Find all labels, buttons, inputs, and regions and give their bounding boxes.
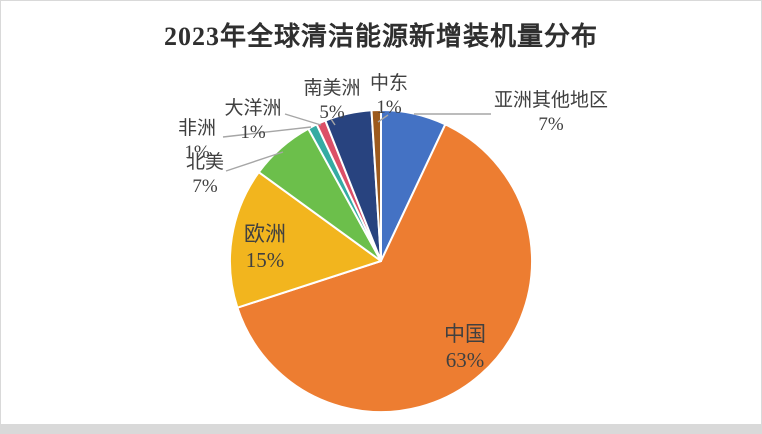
leader-line-north-america xyxy=(225,151,284,172)
bottom-border-bar xyxy=(1,424,761,433)
pie-slice-middle-east xyxy=(370,109,382,262)
leader-line-oceania xyxy=(284,113,322,126)
leader-line-middle-east xyxy=(377,114,389,123)
pie-slice-europe xyxy=(229,171,382,309)
chart-title: 2023年全球清洁能源新增装机量分布 xyxy=(163,22,598,51)
leader-line-south-america xyxy=(330,118,336,126)
pie-slice-china xyxy=(236,123,533,414)
leader-line-africa xyxy=(222,126,312,138)
